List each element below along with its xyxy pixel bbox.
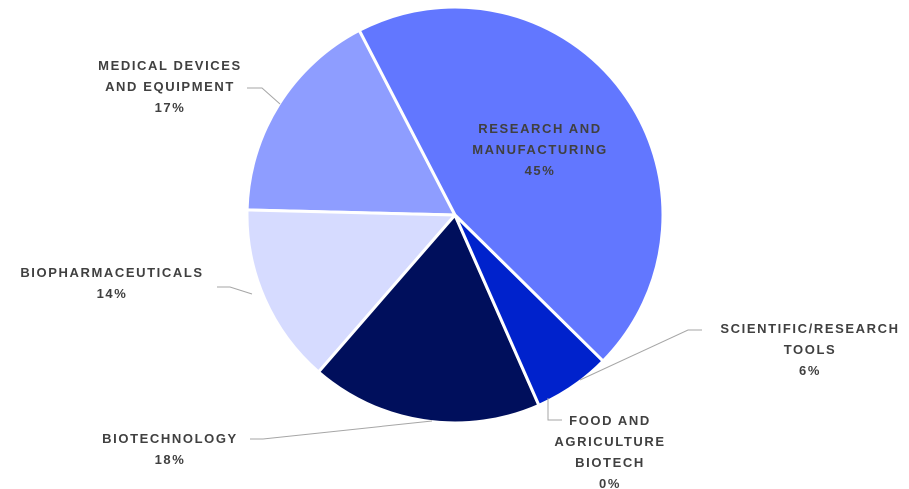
leader-line xyxy=(547,398,562,421)
slice-label: BIOPHARMACEUTICALS 14% xyxy=(2,262,222,304)
pie-slice xyxy=(317,213,541,425)
pie-slice xyxy=(245,208,457,374)
leader-line xyxy=(247,87,281,105)
value-label: 18% xyxy=(154,452,186,467)
slice-label: SCIENTIFIC/RESEARCH TOOLS 6% xyxy=(705,318,909,381)
category-label: FOOD AND AGRICULTURE BIOTECH xyxy=(554,413,666,470)
value-label: 17% xyxy=(154,100,186,115)
category-label: SCIENTIFIC/RESEARCH TOOLS xyxy=(720,321,900,357)
value-label: 0% xyxy=(599,476,621,489)
slice-label: RESEARCH AND MANUFACTURING 45% xyxy=(455,118,625,181)
slice-label: MEDICAL DEVICES AND EQUIPMENT 17% xyxy=(83,55,258,118)
slice-label: FOOD AND AGRICULTURE BIOTECH 0% xyxy=(550,410,670,489)
pie-slice xyxy=(357,5,665,363)
category-label: BIOTECHNOLOGY xyxy=(102,431,238,446)
value-label: 45% xyxy=(524,163,556,178)
category-label: BIOPHARMACEUTICALS xyxy=(20,265,204,280)
category-label: MEDICAL DEVICES AND EQUIPMENT xyxy=(98,58,242,94)
slice-label: BIOTECHNOLOGY 18% xyxy=(85,428,255,470)
category-label: RESEARCH AND MANUFACTURING xyxy=(472,121,608,157)
leader-line xyxy=(250,420,433,440)
pie-slice xyxy=(245,28,457,217)
value-label: 6% xyxy=(799,363,821,378)
value-label: 14% xyxy=(96,286,128,301)
leader-line xyxy=(217,286,253,295)
leader-line xyxy=(579,329,702,381)
